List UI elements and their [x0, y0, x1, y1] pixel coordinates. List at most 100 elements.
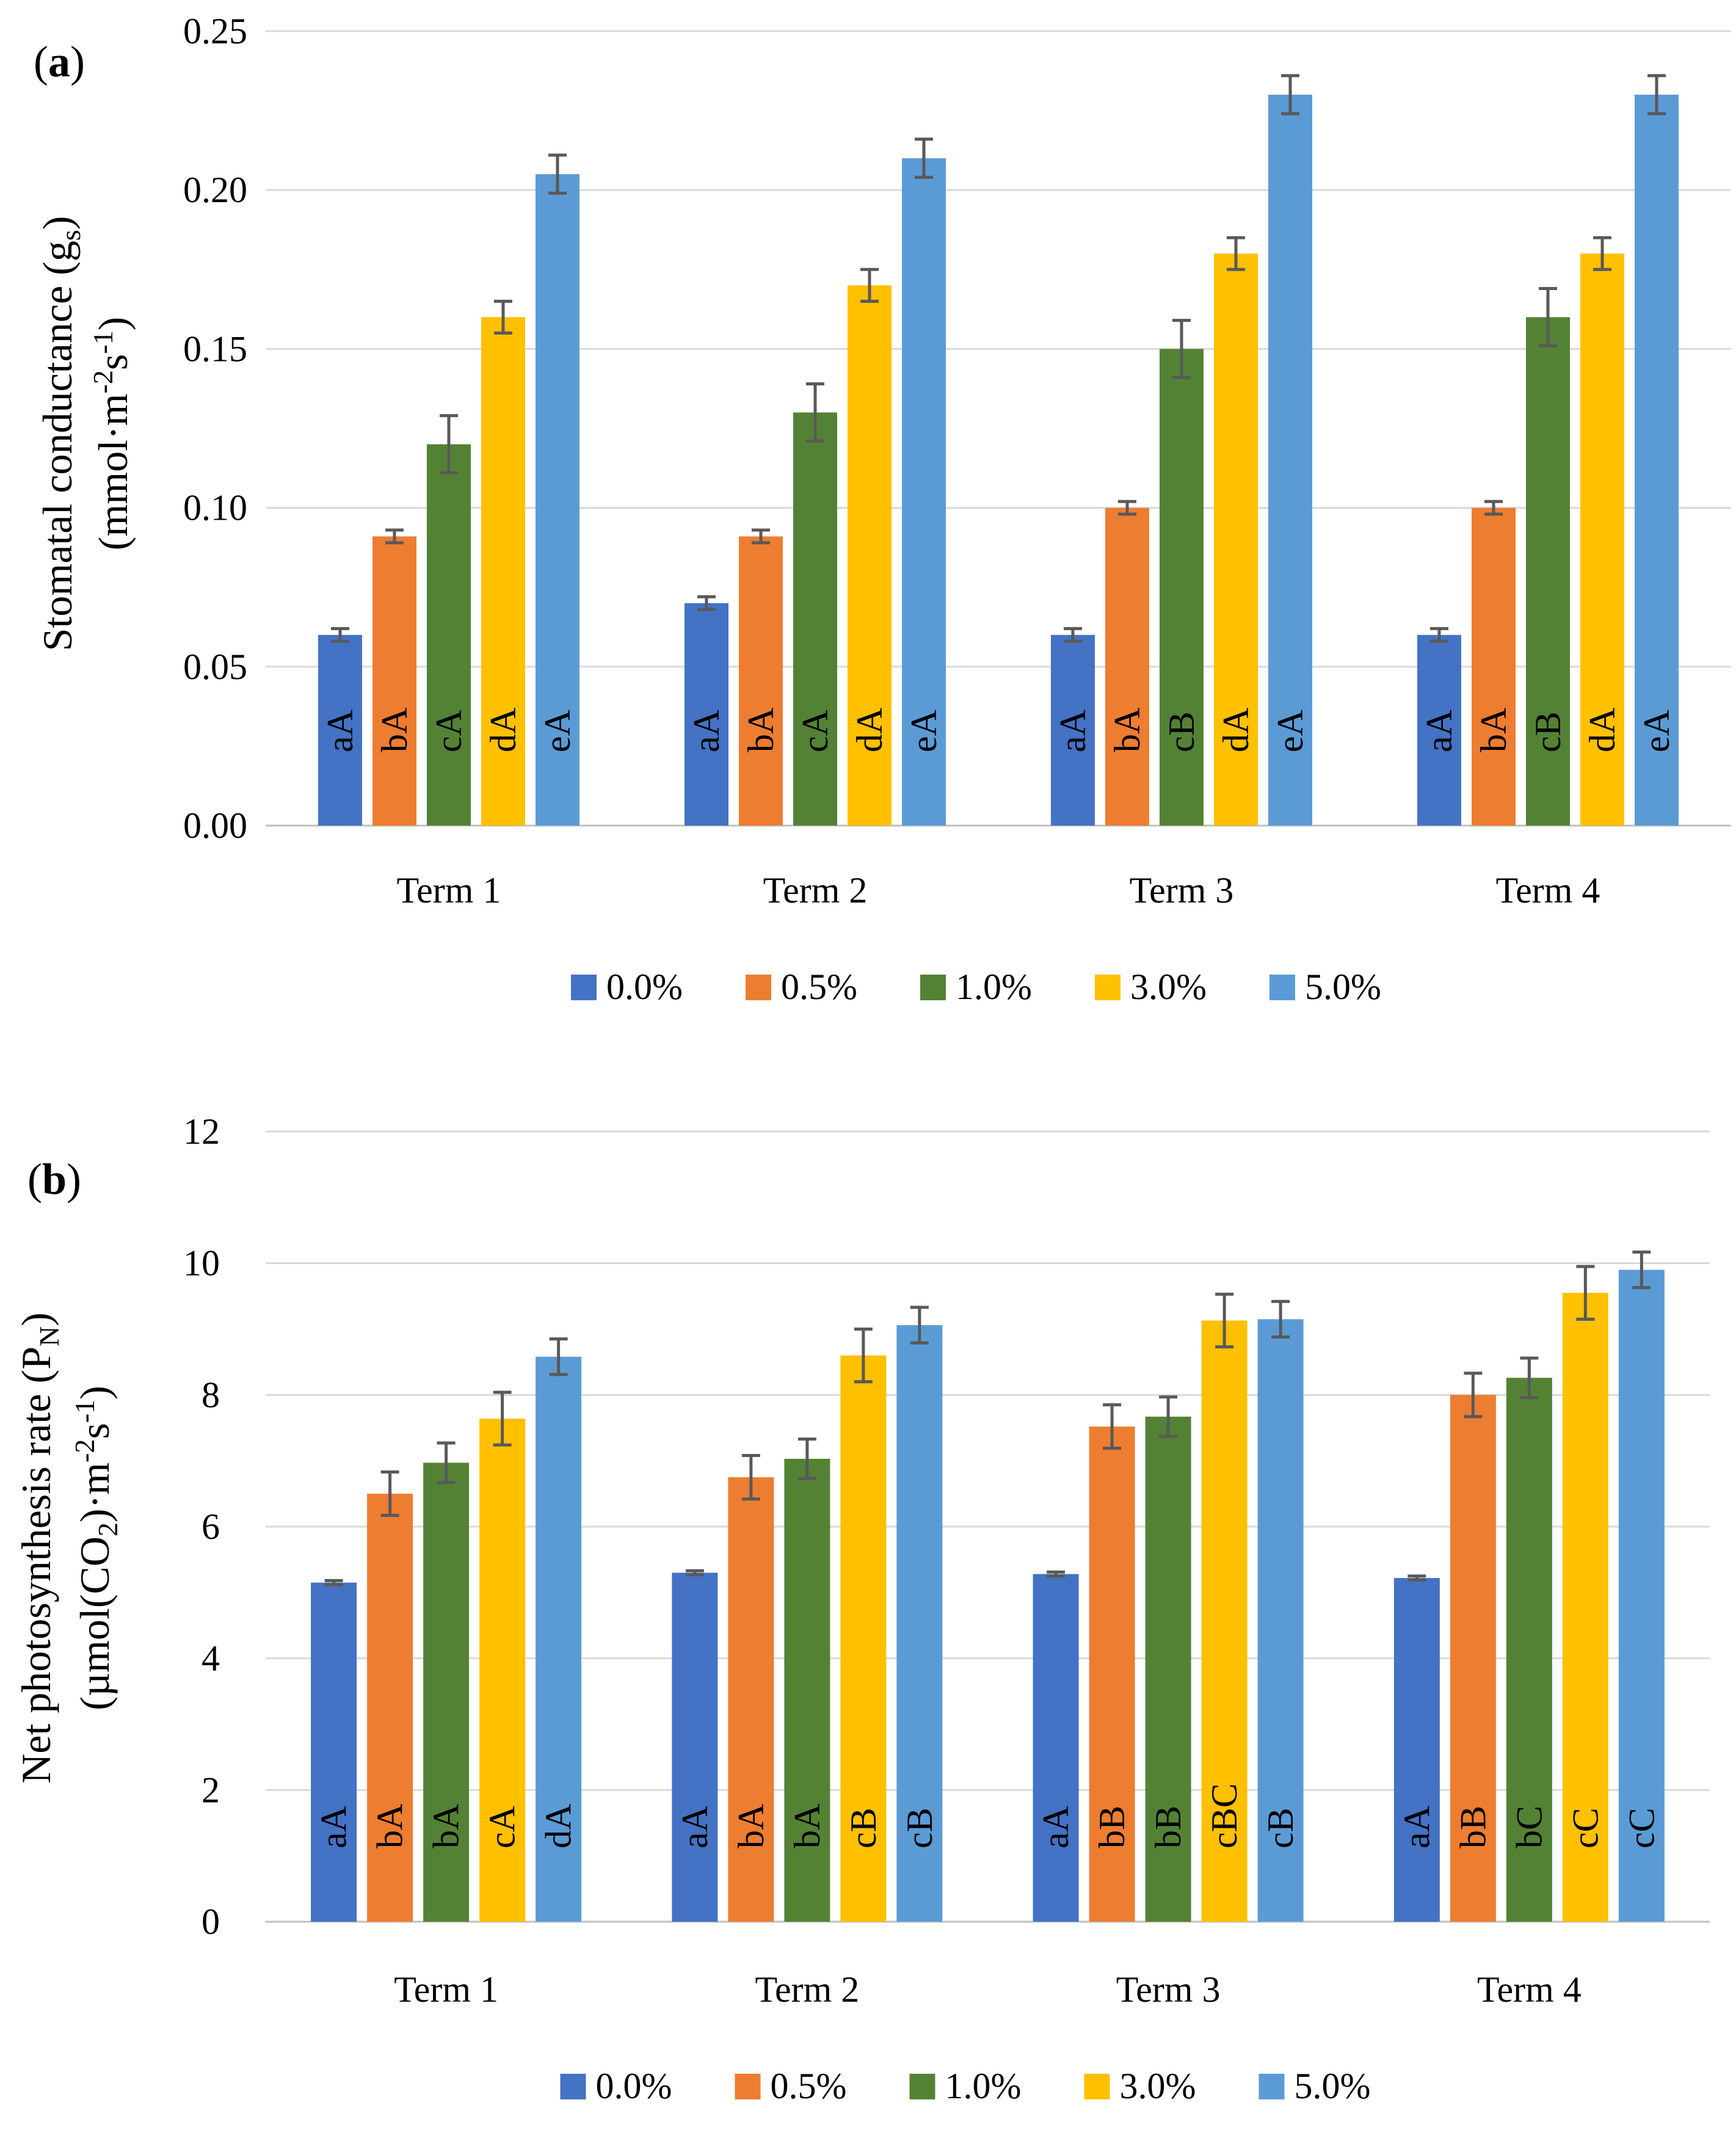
legend: 0.0% 0.5% 1.0% 3.0% 5.0%: [571, 967, 1381, 1007]
significance-letter: aA: [1053, 710, 1093, 752]
significance-letter: aA: [686, 710, 727, 752]
bar: [1033, 1574, 1079, 1922]
ylabel-sub2: 2: [92, 1522, 123, 1536]
legend-label: 5.0%: [1305, 967, 1381, 1007]
significance-letter: cA: [429, 710, 469, 752]
significance-letter: dA: [1582, 708, 1622, 752]
significance-letter: bB: [1092, 1806, 1132, 1848]
ylabel-s: s: [71, 1423, 118, 1439]
bar: [1268, 95, 1312, 826]
net-photosynthesis-chart: aA bA bA cA dA aA bA bA cB cB aA bB bB cBC cB aA bB bC cC c…: [13, 1111, 1710, 2106]
y-tick-label: 8: [202, 1375, 220, 1415]
significance-letter: cBC: [1204, 1783, 1244, 1848]
y-axis-label-line2: (mmol·m-2s-1): [87, 317, 136, 551]
significance-letter: bA: [731, 1804, 771, 1848]
legend-label: 1.0%: [956, 967, 1032, 1007]
significance-letter: bA: [787, 1804, 827, 1848]
bar: [1160, 349, 1204, 826]
x-tick-labels: Term 1 Term 2 Term 3 Term 4: [394, 1969, 1582, 2010]
bar: [1201, 1320, 1248, 1922]
bar: [1145, 1416, 1191, 1922]
bar: [1526, 317, 1570, 826]
bar: [1417, 634, 1461, 826]
y-axis-label-line1: Net photosynthesis rate (PN): [13, 1312, 65, 1784]
significance-letter: bA: [426, 1804, 467, 1848]
bar: [1635, 95, 1679, 826]
bar: [1393, 1578, 1440, 1922]
panel-letter: a: [48, 37, 70, 86]
bar: [1051, 634, 1095, 826]
panel-label: (a): [34, 37, 85, 86]
ylabel-close: ): [13, 1312, 59, 1326]
panel-label: (b): [27, 1155, 81, 1204]
y-tick-label: 0.05: [183, 647, 247, 687]
bars: [311, 1270, 1665, 1922]
legend-swatch: [560, 2074, 586, 2099]
significance-letter: dA: [849, 708, 890, 752]
significance-letter: dA: [539, 1804, 579, 1848]
ylabel-sup1: -2: [69, 1439, 100, 1463]
bar: [1089, 1426, 1135, 1922]
significance-letter: cB: [1161, 711, 1202, 752]
significance-letter: cB: [1528, 711, 1568, 752]
legend-label: 3.0%: [1130, 967, 1207, 1007]
y-tick-label: 0.10: [183, 488, 247, 528]
legend-swatch: [1095, 975, 1120, 1000]
significance-letter: aA: [314, 1806, 354, 1848]
ylabel-sub: s: [55, 230, 86, 241]
bar: [739, 536, 783, 826]
y-tick-label: 2: [202, 1770, 220, 1810]
ylabel-text: Net photosynthesis rate (P: [13, 1346, 59, 1784]
legend-swatch: [920, 975, 946, 1000]
ylabel-close: ): [34, 216, 81, 230]
significance-letter: bA: [741, 708, 781, 752]
y-axis-label-line1: Stomatal conductance (gs): [34, 216, 86, 652]
ylabel-sup2: -1: [69, 1400, 100, 1423]
significance-letter: cC: [1565, 1808, 1605, 1848]
bar: [902, 158, 946, 826]
legend-swatch: [909, 2074, 935, 2099]
x-tick-labels: Term 1 Term 2 Term 3 Term 4: [397, 870, 1600, 910]
bar: [1257, 1319, 1304, 1922]
bar: [1618, 1270, 1665, 1922]
significance-letter: bB: [1148, 1806, 1188, 1848]
ylabel-end: ): [90, 317, 136, 331]
legend-swatch: [1269, 975, 1295, 1000]
significance-letter: cB: [843, 1808, 884, 1848]
x-tick-label: Term 4: [1477, 1969, 1582, 2010]
significance-letter: dA: [1216, 708, 1256, 752]
significance-letter: eA: [537, 710, 578, 752]
bar: [367, 1494, 413, 1922]
ylabel-unit: (µmol(CO: [71, 1536, 118, 1710]
significance-letter: eA: [1636, 710, 1677, 752]
legend-swatch: [571, 975, 597, 1000]
y-tick-labels: 0.00 0.05 0.10 0.15 0.20 0.25: [183, 11, 247, 846]
legend-label: 0.5%: [781, 967, 857, 1007]
significance-letter: cB: [1260, 1808, 1301, 1848]
bar: [427, 444, 471, 826]
ylabel-sup2: -1: [87, 330, 118, 354]
bar: [672, 1572, 718, 1922]
x-tick-label: Term 2: [755, 1969, 860, 2010]
bar: [793, 412, 837, 826]
significance-letter: bB: [1453, 1806, 1493, 1848]
x-tick-label: Term 1: [394, 1969, 498, 2010]
ylabel-sup1: -2: [87, 370, 118, 393]
legend-label: 0.0%: [596, 2066, 672, 2106]
bar: [1580, 253, 1624, 826]
legend-swatch: [1084, 2074, 1110, 2099]
x-tick-label: Term 2: [763, 870, 868, 910]
bar: [1472, 507, 1516, 826]
bar: [318, 634, 362, 826]
bar: [1506, 1378, 1552, 1922]
significance-letter: aA: [320, 710, 360, 752]
legend-label: 3.0%: [1120, 2066, 1196, 2106]
stomatal-conductance-chart: aA bA cA dA eA aA bA cA dA eA aA bA cB dA eA aA bA cB dA eA…: [34, 11, 1731, 1007]
legend-swatch: [1258, 2074, 1285, 2099]
significance-letters: aA bA bA cA dA aA bA bA cB cB aA bB bB cBC cB aA bB bC cC c…: [314, 1783, 1662, 1848]
bar: [372, 536, 416, 826]
bar: [1450, 1395, 1496, 1922]
y-axis-label-line2: (µmol(CO2)·m-2s-1): [69, 1386, 123, 1710]
bar: [536, 1356, 582, 1922]
